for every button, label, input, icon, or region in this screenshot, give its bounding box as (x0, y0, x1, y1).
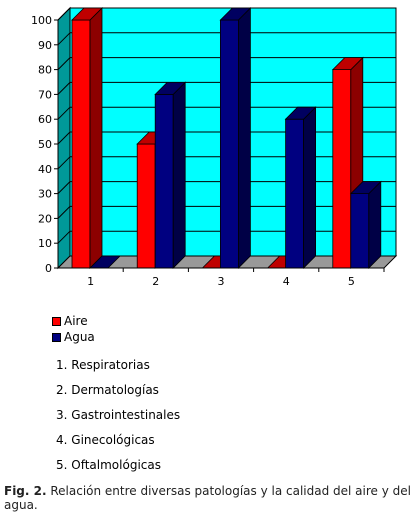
y-tick-label: 90 (38, 39, 52, 52)
legend-item-aire: Aire (52, 313, 95, 329)
gridline-left (57, 57, 71, 70)
y-tick-label: 80 (38, 64, 52, 77)
bar-side-agua (303, 106, 317, 269)
y-tick-label: 60 (38, 113, 52, 126)
bar-agua (219, 19, 239, 269)
legend-swatch-aire (52, 316, 61, 326)
bar-aire (136, 143, 156, 269)
y-tick-label: 20 (38, 212, 52, 225)
caption-label: Fig. 2. (4, 484, 47, 498)
bar-agua (350, 193, 370, 269)
gridline-left (57, 206, 71, 219)
category-item: 2. Dermatologías (56, 383, 159, 397)
bar-side-agua (237, 7, 251, 269)
bar-top-agua (284, 106, 317, 120)
y-tick-label: 70 (38, 88, 52, 101)
bar-aire (71, 19, 91, 269)
bar-top-agua (349, 181, 382, 195)
bar-aire (332, 69, 352, 269)
x-tick-label: 2 (152, 275, 159, 288)
gridline-left (57, 181, 71, 194)
gridline-left (57, 230, 71, 244)
x-tick-label: 1 (87, 275, 94, 288)
legend-item-agua: Agua (52, 329, 95, 345)
bar-top-agua (219, 7, 252, 21)
y-tick-label: 40 (38, 163, 52, 176)
gridline-left (57, 106, 71, 120)
gridline-left (57, 131, 71, 145)
y-tick-label: 50 (38, 138, 52, 151)
bar-top-aire (71, 7, 103, 21)
bar-agua (285, 118, 305, 269)
y-tick-label: 0 (45, 262, 52, 275)
figure-caption: Fig. 2. Relación entre diversas patologí… (4, 484, 416, 512)
x-tick-label: 3 (218, 275, 225, 288)
category-item: 4. Ginecológicas (56, 433, 155, 447)
bar-agua (154, 94, 174, 269)
gridline-left (57, 7, 71, 21)
legend-swatch-agua (52, 332, 61, 342)
y-tick-label: 30 (38, 188, 52, 201)
chart-legend: Aire Agua (52, 313, 95, 345)
category-item: 5. Oftalmológicas (56, 458, 161, 472)
bar-top-agua (154, 82, 187, 95)
y-tick-label: 100 (31, 14, 52, 27)
bar-top-aire (331, 57, 364, 70)
bar-side-agua (368, 180, 382, 269)
gridline-left (57, 82, 71, 95)
gridline-left (57, 32, 71, 46)
category-list: 1. Respiratorias 2. Dermatologías 3. Gas… (56, 356, 180, 481)
category-item: 3. Gastrointestinales (56, 408, 181, 422)
legend-label-aire: Aire (64, 314, 88, 328)
bar-side-aire (89, 7, 103, 269)
caption-text: Relación entre diversas patologías y la … (4, 484, 411, 512)
x-tick-label: 5 (348, 275, 355, 288)
gridline-left (57, 156, 71, 170)
bar-chart: 0 10 20 30 40 50 60 70 80 90 100 1 2 3 4 5 (31, 6, 398, 288)
y-tick-label: 10 (38, 237, 52, 250)
bar-side-agua (172, 81, 186, 269)
legend-label-agua: Agua (64, 330, 95, 344)
x-tick-label: 4 (283, 275, 290, 288)
category-item: 1. Respiratorias (56, 358, 150, 372)
